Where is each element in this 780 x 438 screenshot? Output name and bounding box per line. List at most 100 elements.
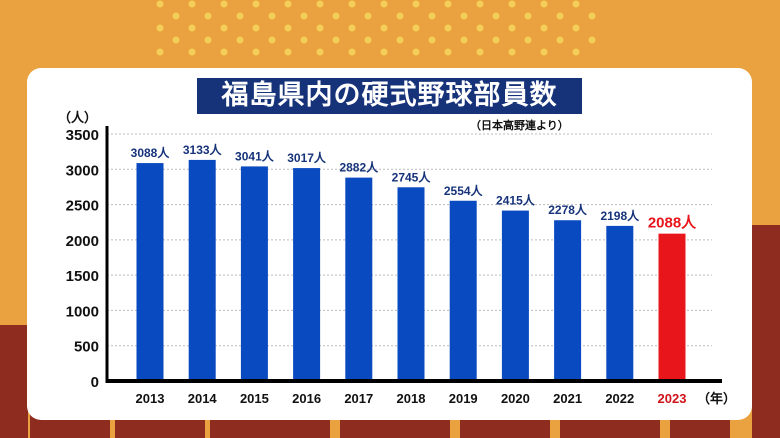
halftone-dot (332, 36, 340, 44)
data-label: 2278人 (548, 202, 588, 217)
y-axis-label: （人） (58, 110, 97, 125)
x-tick-label: 2015 (240, 391, 269, 406)
y-tick-label: 0 (91, 374, 99, 391)
halftone-dot (364, 36, 372, 44)
halftone-dot (380, 48, 388, 56)
halftone-dot (492, 12, 500, 20)
halftone-dot (252, 24, 260, 32)
halftone-dot (188, 48, 196, 56)
bar-2017 (345, 177, 373, 381)
bar-2023 (658, 233, 686, 381)
data-label: 2088人 (648, 215, 697, 232)
halftone-dot (540, 0, 548, 8)
x-tick-label: 2018 (397, 391, 426, 406)
x-tick-label: 2017 (344, 391, 373, 406)
x-tick-label: 2013 (136, 391, 165, 406)
halftone-dot (380, 0, 388, 8)
halftone-dot (220, 48, 228, 56)
halftone-dot (476, 0, 484, 8)
data-label: 2554人 (444, 183, 484, 198)
halftone-dot (380, 24, 388, 32)
halftone-dot (540, 24, 548, 32)
halftone-dot (556, 12, 564, 20)
halftone-dot (588, 12, 596, 20)
halftone-dot (460, 12, 468, 20)
halftone-dot (332, 12, 340, 20)
halftone-dot (284, 48, 292, 56)
halftone-dot (220, 0, 228, 8)
halftone-dot (556, 36, 564, 44)
y-tick-label: 3000 (66, 162, 99, 179)
building (752, 225, 780, 438)
halftone-dot (348, 48, 356, 56)
data-label: 2882人 (339, 160, 379, 175)
data-label: 3017人 (287, 150, 327, 165)
halftone-dot (156, 0, 164, 8)
halftone-dot (572, 24, 580, 32)
halftone-dot (428, 12, 436, 20)
bar-2015 (240, 166, 268, 381)
halftone-dot (412, 48, 420, 56)
x-tick-label: 2021 (553, 391, 582, 406)
x-tick-label: 2019 (449, 391, 478, 406)
halftone-dot (508, 24, 516, 32)
halftone-dot (156, 24, 164, 32)
data-label: 3041人 (235, 148, 275, 163)
bar-2022 (606, 225, 634, 381)
halftone-dot (300, 36, 308, 44)
halftone-dot (188, 24, 196, 32)
y-tick-label: 1500 (66, 268, 99, 285)
halftone-dot (268, 36, 276, 44)
halftone-dot (396, 36, 404, 44)
halftone-dot (444, 0, 452, 8)
halftone-dot (476, 24, 484, 32)
y-tick-label: 2500 (66, 198, 99, 215)
halftone-dot (316, 24, 324, 32)
halftone-dot (204, 12, 212, 20)
halftone-dot (508, 0, 516, 8)
halftone-dot (348, 24, 356, 32)
halftone-dot (316, 0, 324, 8)
bar-2016 (293, 168, 321, 381)
halftone-dot (236, 12, 244, 20)
halftone-dot (188, 0, 196, 8)
halftone-dot (268, 12, 276, 20)
halftone-dot (172, 36, 180, 44)
x-tick-label: 2016 (292, 391, 321, 406)
building (560, 418, 660, 438)
halftone-dot (540, 48, 548, 56)
bar-2018 (397, 187, 425, 381)
data-label: 3133人 (183, 142, 223, 157)
halftone-dot (284, 0, 292, 8)
halftone-dot (572, 0, 580, 8)
data-label: 3088人 (131, 145, 171, 160)
halftone-dot (476, 48, 484, 56)
x-tick-label: 2023 (658, 391, 687, 406)
halftone-dot (396, 12, 404, 20)
bar-2013 (136, 163, 164, 381)
bar-2014 (188, 159, 216, 381)
halftone-dot (172, 12, 180, 20)
chart-title: 福島県内の硬式野球部員数 (197, 78, 582, 114)
halftone-dot (364, 12, 372, 20)
halftone-dot (412, 24, 420, 32)
bar-2021 (554, 220, 582, 381)
halftone-dot (204, 36, 212, 44)
halftone-dot (316, 48, 324, 56)
data-label: 2745人 (392, 169, 432, 184)
building (210, 420, 330, 438)
x-tick-label: 2022 (605, 391, 634, 406)
halftone-dot (428, 36, 436, 44)
halftone-dot (236, 36, 244, 44)
data-label: 2198人 (600, 208, 640, 223)
halftone-dot (220, 24, 228, 32)
x-axis-label: （年） (697, 391, 736, 406)
halftone-dot (588, 36, 596, 44)
halftone-dot (460, 36, 468, 44)
bar-2019 (449, 200, 477, 381)
halftone-dot (524, 12, 532, 20)
data-label: 2415人 (496, 193, 536, 208)
halftone-dot (444, 24, 452, 32)
halftone-dot (156, 48, 164, 56)
